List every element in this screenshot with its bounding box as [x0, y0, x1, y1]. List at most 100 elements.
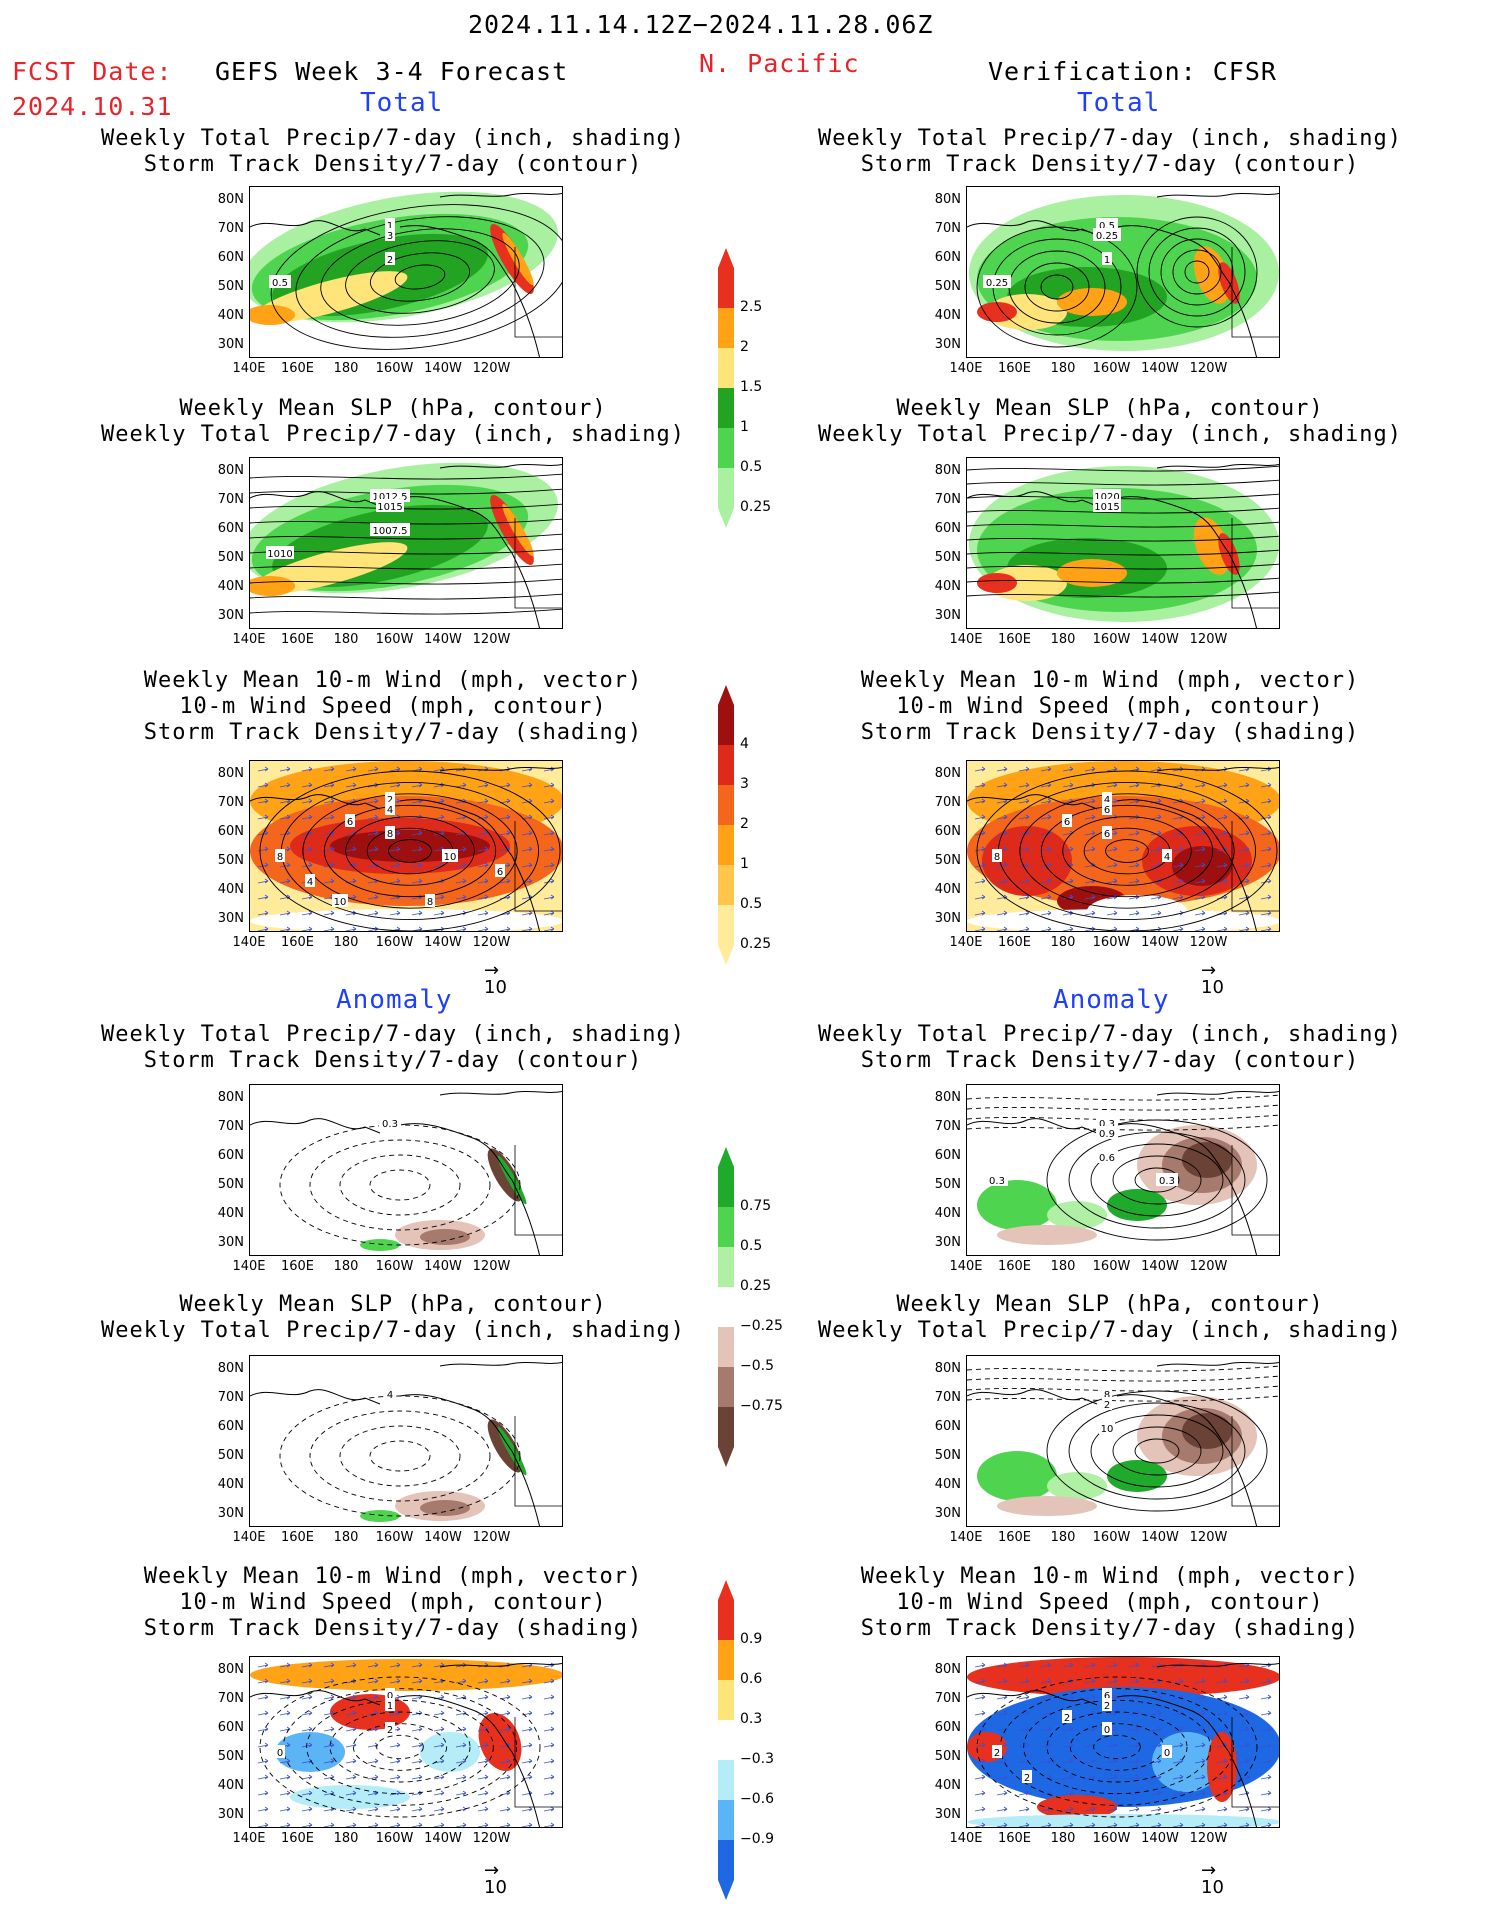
wind-vector	[1018, 894, 1030, 900]
wind-vector	[301, 782, 313, 788]
wind-vector	[1128, 1678, 1140, 1684]
wind-vector	[1194, 878, 1206, 884]
contour-line	[339, 1154, 461, 1216]
contour-line	[967, 549, 1279, 556]
forecast-model-title: GEFS Week 3-4 Forecast	[215, 57, 569, 86]
wind-vector	[974, 1822, 986, 1827]
precip-anom-shading	[1182, 1142, 1232, 1178]
wind-vector	[411, 1758, 423, 1764]
wind-vector	[499, 1758, 511, 1764]
wind-vector	[477, 846, 489, 852]
contour-label-bg	[1096, 1116, 1118, 1129]
lat-tick-label: 30N	[934, 1807, 961, 1822]
wind-vector	[543, 878, 555, 884]
contour-label-bg	[1102, 1688, 1112, 1701]
lat-tick-label: 70N	[217, 1691, 244, 1706]
wind-vector	[1216, 1742, 1228, 1748]
wind-vector	[1194, 1806, 1206, 1812]
wind-vector	[1238, 926, 1250, 931]
wind-vector	[367, 1774, 379, 1780]
wind-vector	[279, 766, 291, 772]
contour-line	[339, 1425, 461, 1487]
colorbar-segment	[718, 1840, 734, 1880]
wind-vector	[1018, 798, 1030, 804]
wind-vector	[1260, 1710, 1272, 1716]
wind-vector	[477, 782, 489, 788]
lon-tick-label: 180	[1050, 1259, 1076, 1274]
region-label: N. Pacific	[699, 49, 860, 78]
contour-label-bg	[385, 1722, 395, 1735]
wind-vector	[367, 1694, 379, 1700]
contour-label: 0.9	[1099, 1129, 1115, 1140]
contour-label: 4	[1104, 795, 1110, 806]
wind-vector	[1216, 846, 1228, 852]
coastline-alaska	[399, 496, 541, 628]
precip-anom-shading	[420, 1500, 470, 1516]
contour-line	[967, 1385, 1279, 1392]
wind-vector	[1018, 1710, 1030, 1716]
section-total-left: Total	[360, 88, 444, 118]
wind-vector	[301, 1726, 313, 1732]
wind-vector	[521, 862, 533, 868]
contour-line	[345, 816, 475, 886]
wind-vector	[257, 1758, 269, 1764]
wind-vector	[1172, 1758, 1184, 1764]
contour-line	[302, 793, 518, 909]
wind-vector	[1106, 782, 1118, 788]
colorbar-tick-label: 0.75	[740, 1198, 772, 1214]
lat-tick-label: 50N	[217, 853, 244, 868]
contour-line	[376, 1734, 424, 1760]
wind-vector	[996, 766, 1008, 772]
lat-tick-label: 60N	[217, 250, 244, 265]
wind-vector	[1150, 1710, 1162, 1716]
lat-tick-label: 60N	[934, 824, 961, 839]
lat-tick-label: 60N	[217, 824, 244, 839]
wind-vector	[996, 782, 1008, 788]
vector-ref-label-l6: 10	[484, 1877, 507, 1898]
contour-line	[967, 521, 1279, 528]
map-panel-l1: 1 3 2 0.5	[249, 186, 563, 358]
wind-vector	[1260, 1774, 1272, 1780]
colorbar-tick-label: −0.6	[740, 1791, 774, 1807]
wind-vector	[257, 1774, 269, 1780]
wind-vector	[543, 894, 555, 900]
contour-line	[967, 577, 1279, 584]
wind-vector	[433, 1774, 445, 1780]
lon-tick-label: 140W	[1141, 1831, 1179, 1846]
contour-line	[967, 1094, 1279, 1101]
colorbar-segment	[718, 705, 734, 745]
contour-line	[1068, 1402, 1246, 1500]
wind-vector	[301, 1774, 313, 1780]
wind-vector	[1018, 814, 1030, 820]
lon-tick-label: 180	[1050, 361, 1076, 376]
contour-line	[309, 1139, 491, 1231]
wind-vector	[477, 798, 489, 804]
lon-tick-label: 140W	[1141, 1259, 1179, 1274]
colorbar-segment	[718, 825, 734, 865]
lat-tick-label: 50N	[934, 1448, 961, 1463]
wind-vector	[477, 1742, 489, 1748]
precip-anom-shading	[997, 1496, 1097, 1516]
wind-vector	[1040, 782, 1052, 788]
lon-tick-label: 160W	[375, 1831, 414, 1846]
wind-vector	[1194, 894, 1206, 900]
colorbar-tick-label: −0.5	[740, 1358, 774, 1374]
wind-vector	[301, 894, 313, 900]
lon-tick-label: 160W	[375, 1530, 414, 1545]
wind-vector	[411, 1678, 423, 1684]
precip-shading	[490, 495, 534, 565]
wind-vector	[257, 1806, 269, 1812]
wind-vector	[1260, 1678, 1272, 1684]
contour-line	[270, 204, 562, 350]
contour-line	[1134, 1438, 1180, 1464]
contour-line	[388, 839, 432, 863]
contour-label-bg	[1102, 1722, 1112, 1735]
wind-vector	[499, 1710, 511, 1716]
wind-vector	[367, 1758, 379, 1764]
contour-line	[976, 1676, 1258, 1818]
wind-vector	[477, 878, 489, 884]
lon-tick-label: 180	[333, 361, 359, 376]
wind-vector	[1260, 798, 1272, 804]
